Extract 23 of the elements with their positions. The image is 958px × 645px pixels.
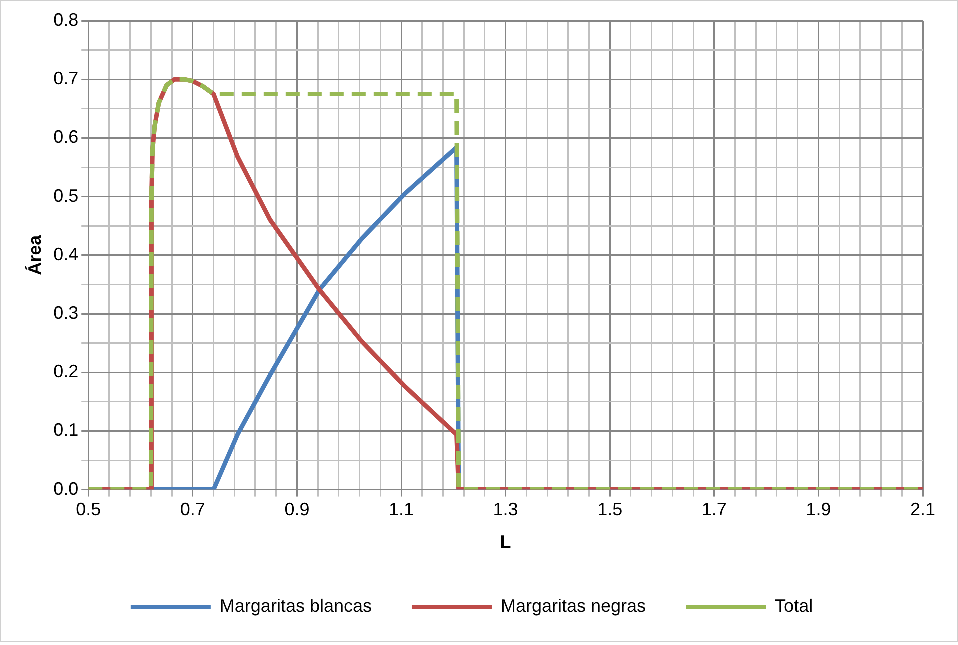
x-tick-label: 0.7 xyxy=(180,500,206,520)
legend-label: Total xyxy=(775,596,814,616)
y-tick-label: 0.1 xyxy=(54,420,79,440)
x-tick-label: 0.5 xyxy=(76,500,102,520)
y-tick-label: 0.8 xyxy=(54,10,79,30)
y-tick-label: 0.2 xyxy=(54,362,79,382)
y-tick-label: 0.6 xyxy=(54,127,79,148)
y-tick-label: 0.3 xyxy=(54,302,79,323)
x-tick-label: 1.5 xyxy=(598,500,623,520)
y-tick-label: 0.4 xyxy=(54,244,79,264)
y-tick-label: 0.0 xyxy=(54,478,79,499)
x-tick-label: 1.7 xyxy=(702,500,727,520)
x-tick-label: 0.9 xyxy=(284,500,310,520)
x-tick-label: 2.1 xyxy=(910,500,936,520)
x-tick-label: 1.1 xyxy=(389,500,414,520)
x-tick-label: 1.9 xyxy=(806,500,832,520)
legend-label: Margaritas negras xyxy=(500,596,646,616)
legend-label: Margaritas blancas xyxy=(220,596,372,616)
y-tick-label: 0.7 xyxy=(54,68,79,89)
y-axis-title: Área xyxy=(24,234,45,276)
y-tick-label: 0.5 xyxy=(54,186,79,206)
x-axis-title: L xyxy=(500,532,512,552)
x-tick-label: 1.3 xyxy=(493,500,518,520)
